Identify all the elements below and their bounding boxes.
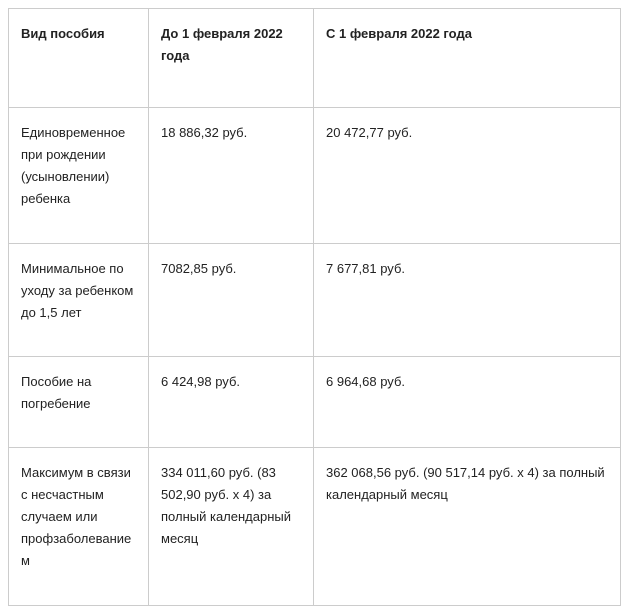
cell-before: 334 011,60 руб. (83 502,90 руб. х 4) за … [149,448,314,605]
cell-type: Минимальное по уходу за ребенком до 1,5 … [9,243,149,356]
cell-after: 6 964,68 руб. [314,356,621,447]
cell-type: Единовременное при рождении (усыновлении… [9,108,149,243]
table-row: Пособие на погребение 6 424,98 руб. 6 96… [9,356,621,447]
table-row: Единовременное при рождении (усыновлении… [9,108,621,243]
table-header-row: Вид пособия До 1 февраля 2022 года С 1 ф… [9,9,621,108]
cell-before: 7082,85 руб. [149,243,314,356]
cell-after: 7 677,81 руб. [314,243,621,356]
col-header-after: С 1 февраля 2022 года [314,9,621,108]
cell-before: 18 886,32 руб. [149,108,314,243]
benefits-table: Вид пособия До 1 февраля 2022 года С 1 ф… [8,8,621,606]
table-row: Минимальное по уходу за ребенком до 1,5 … [9,243,621,356]
cell-type: Пособие на погребение [9,356,149,447]
table-row: Максимум в связи с несчастным случаем ил… [9,448,621,605]
col-header-before: До 1 февраля 2022 года [149,9,314,108]
cell-after: 362 068,56 руб. (90 517,14 руб. х 4) за … [314,448,621,605]
col-header-type: Вид пособия [9,9,149,108]
cell-after: 20 472,77 руб. [314,108,621,243]
cell-type: Максимум в связи с несчастным случаем ил… [9,448,149,605]
cell-before: 6 424,98 руб. [149,356,314,447]
